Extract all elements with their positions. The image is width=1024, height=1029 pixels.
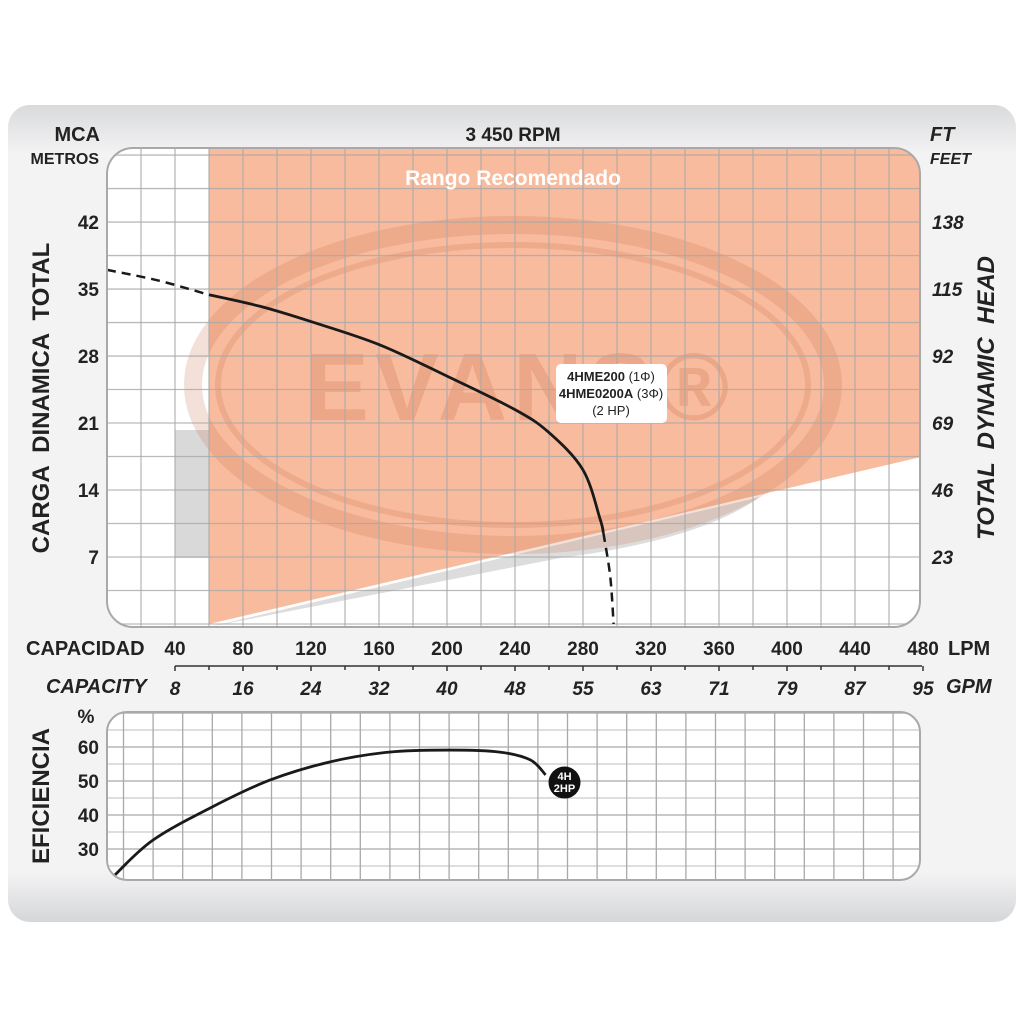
efficiency-tick-label: 50 <box>78 772 99 793</box>
range-label: Rango Recomendado <box>405 167 621 190</box>
left-axis-title: CARGA DINAMICA TOTAL <box>28 243 55 554</box>
head-curve-dashed-end <box>602 532 615 625</box>
x-tick-label: 360 <box>703 639 735 660</box>
x-tick-label: 480 <box>907 639 939 660</box>
x2-tick-label: 40 <box>435 679 458 700</box>
x2-tick-label: 63 <box>640 679 662 700</box>
marker-label-1: 4H <box>557 771 571 783</box>
y-tick-label: 21 <box>78 414 100 435</box>
y-right-tick-label: 23 <box>931 548 954 569</box>
x2-tick-label: 87 <box>844 679 867 700</box>
right-axis-title: TOTAL DYNAMIC HEAD <box>973 256 1000 540</box>
x2-tick-label: 79 <box>776 679 798 700</box>
y-right-tick-label: 115 <box>932 280 963 301</box>
efficiency-curve-layer <box>111 748 547 878</box>
svg-text:4HME200 (1Φ): 4HME200 (1Φ) <box>567 369 655 384</box>
left-unit-bottom: METROS <box>31 151 100 168</box>
efficiency-tick-label: 40 <box>78 806 99 827</box>
marker-label-2: 2HP <box>554 783 575 795</box>
x-tick-label: 320 <box>635 639 667 660</box>
range-shadow-bottom <box>209 497 760 627</box>
watermark-text: EVANS® <box>305 334 735 441</box>
model-annotation: 4HME200 (1Φ) 4HME0200A (3Φ) (2 HP) <box>556 364 667 423</box>
x2-tick-label: 16 <box>232 679 254 700</box>
watermark-inner-ring <box>215 242 811 528</box>
y-tick-label: 42 <box>78 213 99 234</box>
x2-tick-label: 32 <box>368 679 390 700</box>
x2-tick-label: 8 <box>170 679 181 700</box>
x2-tick-label: 55 <box>572 679 594 700</box>
x2-tick-label: 95 <box>912 679 934 700</box>
y-right-tick-label: 92 <box>932 347 954 368</box>
x-tick-label: 120 <box>295 639 327 660</box>
y-tick-label: 14 <box>78 481 100 502</box>
title-rpm: 3 450 RPM <box>465 125 560 146</box>
left-unit-top: MCA <box>54 124 100 146</box>
efficiency-tick-label: 30 <box>78 840 99 861</box>
model-hp: (2 HP) <box>592 403 630 418</box>
y-right-tick-label: 69 <box>932 414 954 435</box>
efficiency-plot-area <box>107 712 920 880</box>
efficiency-curve <box>111 748 547 878</box>
x2-axis-title: CAPACITY <box>46 676 148 698</box>
y-tick-label: 7 <box>88 548 99 569</box>
x2-tick-label: 48 <box>503 679 526 700</box>
y-right-tick-label: 46 <box>931 481 954 502</box>
efficiency-grid <box>107 712 920 880</box>
x-axis-unit: LPM <box>948 638 990 660</box>
y-tick-label: 28 <box>78 347 99 368</box>
x-tick-label: 240 <box>499 639 531 660</box>
efficiency-plot-frame <box>106 711 921 881</box>
marker-circle <box>548 766 581 799</box>
svg-text:4HME0200A (3Φ): 4HME0200A (3Φ) <box>559 386 663 401</box>
y-tick-label: 35 <box>78 280 100 301</box>
right-unit-top: FT <box>930 124 956 146</box>
model-2-phase: (3Φ) <box>633 386 663 401</box>
range-shadow-left <box>175 430 209 558</box>
head-curve-solid <box>208 293 605 534</box>
model-1: 4HME200 <box>567 369 625 384</box>
x-tick-label: 280 <box>567 639 599 660</box>
head-plot-frame <box>106 147 921 628</box>
model-2: 4HME0200A <box>559 386 634 401</box>
x-axis-title: CAPACIDAD <box>26 638 145 660</box>
watermark-outer-ring <box>184 216 842 554</box>
right-unit-bottom: FEET <box>930 151 972 168</box>
x2-tick-label: 24 <box>299 679 322 700</box>
x-tick-label: 200 <box>431 639 463 660</box>
model-1-phase: (1Φ) <box>625 369 655 384</box>
head-curve-layer <box>107 268 615 625</box>
head-grid <box>107 148 920 627</box>
x-tick-label: 440 <box>839 639 871 660</box>
efficiency-tick-label: 60 <box>78 738 99 759</box>
efficiency-unit: % <box>78 707 95 728</box>
efficiency-axis-title: EFICIENCIA <box>28 728 55 864</box>
x-tick-label: 40 <box>164 639 185 660</box>
x-tick-label: 400 <box>771 639 803 660</box>
x-tick-label: 160 <box>363 639 395 660</box>
x2-axis-unit: GPM <box>946 676 993 698</box>
x-tick-label: 80 <box>232 639 253 660</box>
head-curve-dashed-start <box>107 268 210 296</box>
x2-tick-label: 71 <box>708 679 729 700</box>
y-right-tick-label: 138 <box>932 213 964 234</box>
